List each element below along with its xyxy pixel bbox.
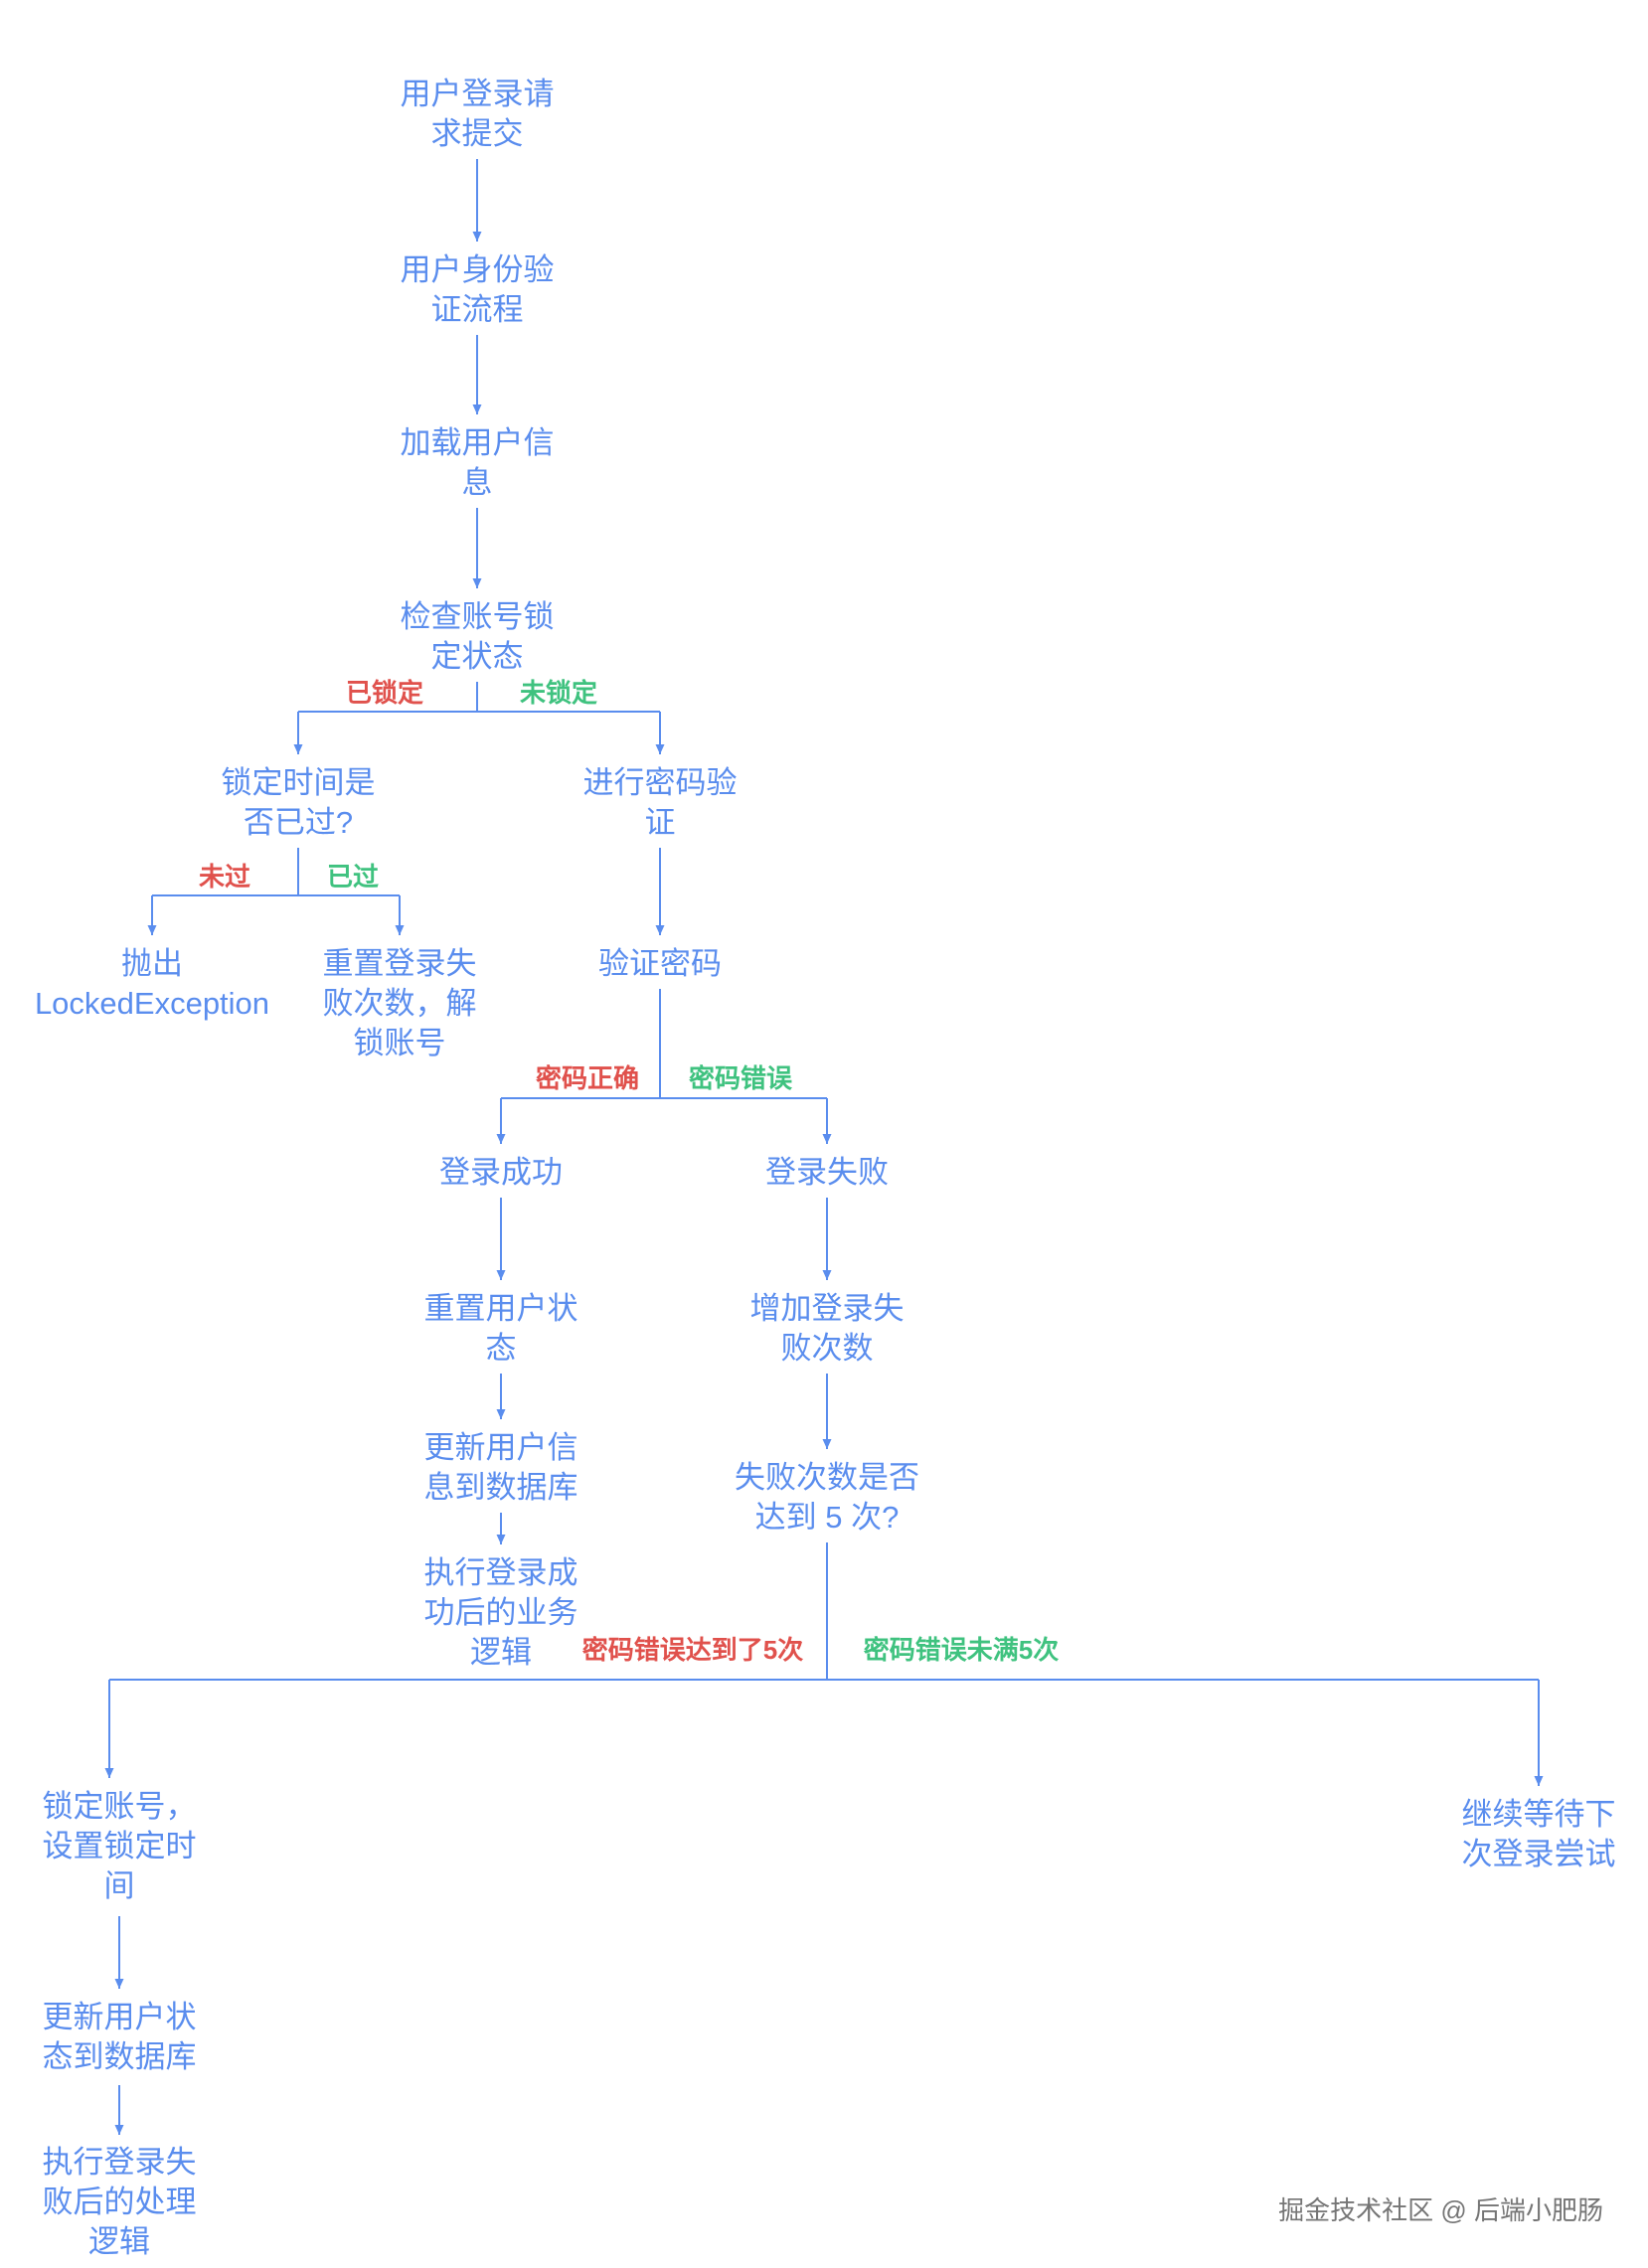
node-login-success: 登录成功 [439,1155,563,1190]
node-five-times-question: 失败次数是否达到 5 次? [735,1460,919,1535]
node-check-lock-status: 检查账号锁定状态 [400,599,555,674]
node-verify-password: 验证密码 [598,946,722,981]
node-update-userinfo-db: 更新用户信息到数据库 [423,1430,578,1505]
node-login-fail: 登录失败 [765,1155,889,1190]
node-fail-handling-logic: 执行登录失败后的处理逻辑 [42,2145,197,2259]
edge-label-expired: 已过 [323,860,383,893]
node-lock-expired-question: 锁定时间是否已过? [221,765,376,840]
community-watermark: 掘金技术社区 @ 后端小肥肠 [1278,2195,1603,2225]
node-update-userstate-db: 更新用户状态到数据库 [42,2000,197,2074]
node-login-request-submit: 用户登录请求提交 [400,77,555,151]
node-wait-next-attempt: 继续等待下次登录尝试 [1461,1797,1616,1871]
node-increment-fail-count: 增加登录失败次数 [749,1291,905,1366]
edge-label-wrong-under-5: 密码错误未满5次 [860,1633,1063,1667]
edge-label-password-wrong: 密码错误 [685,1061,796,1095]
node-throw-locked-exception: 抛出 LockedException [34,946,270,1021]
edge-label-password-correct: 密码正确 [532,1061,643,1095]
node-success-business-logic: 执行登录成功后的业务逻辑 [423,1555,578,1670]
node-password-verification-flow: 进行密码验证 [582,765,738,840]
edge-label-wrong-reached-5: 密码错误达到了5次 [578,1633,807,1667]
node-reset-failcount-unlock: 重置登录失败次数，解锁账号 [322,946,477,1060]
node-reset-user-state: 重置用户状态 [423,1291,578,1366]
node-load-user-info: 加载用户信息 [400,425,555,500]
edge-label-locked: 已锁定 [342,676,427,710]
edge-label-not-expired: 未过 [195,860,254,893]
node-identity-verification: 用户身份验证流程 [400,252,555,327]
edge-label-not-locked: 未锁定 [516,676,601,710]
node-lock-account-set-time: 锁定账号，设置锁定时间 [42,1789,197,1903]
